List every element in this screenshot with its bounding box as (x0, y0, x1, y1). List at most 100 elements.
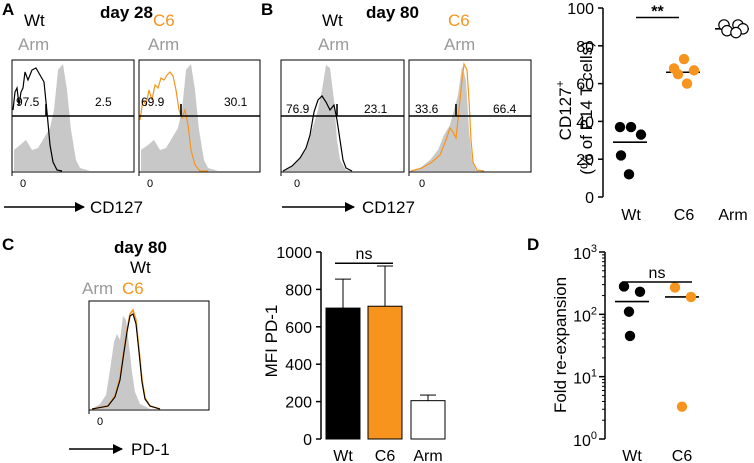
tick-base: 10 (573, 308, 591, 325)
x-category-label: Wt (622, 448, 642, 463)
y-axis-label: MFI PD-1 (262, 305, 281, 378)
panel-d: D (527, 235, 539, 254)
panel-b-arm-label-left: Arm (318, 35, 349, 54)
gate-value-low: 76.9 (286, 102, 310, 116)
panel-c-c6-label: C6 (122, 279, 144, 298)
y-tick-label: 600 (285, 320, 312, 337)
data-point-wt (618, 281, 630, 292)
data-point-wt (623, 306, 635, 317)
histogram-wt-curve (282, 95, 353, 172)
x-category-label: Wt (621, 207, 641, 224)
y-tick-label: 800 (285, 282, 312, 299)
significance: ** (636, 3, 679, 20)
panel-letter-d: D (527, 235, 539, 254)
data-points (613, 19, 749, 180)
y-tick-label: 0 (585, 190, 594, 207)
significance-label: ** (651, 3, 664, 20)
data-point-c6 (688, 65, 700, 76)
bar-c6 (367, 305, 403, 440)
panel-b-xlabel: CD127 (362, 198, 415, 217)
gate-value-low: 97.5 (16, 95, 40, 109)
histogram-c: 0 (88, 300, 210, 428)
gate-value-high: 23.1 (364, 102, 388, 116)
data-point-c6 (669, 282, 681, 293)
y-tick-label: 40 (576, 114, 594, 131)
tick-exponent: 3 (591, 243, 597, 255)
panel-a-wt-label: Wt (24, 11, 45, 30)
data-points (615, 281, 699, 412)
zero-label: 0 (97, 416, 103, 428)
zero-label: 0 (294, 178, 300, 190)
panel-a-day-title: day 28 (100, 3, 153, 22)
significance: ns (335, 246, 393, 264)
tick-base: 10 (573, 433, 591, 450)
panel-letter-a: A (2, 0, 14, 19)
y-tick-label: 400 (285, 357, 312, 374)
y-tick-label: 101 (573, 368, 597, 388)
gate-value-high: 2.5 (95, 95, 112, 109)
x-categories: Wt C6 (622, 448, 692, 463)
panel-letter-b: B (261, 0, 273, 19)
tick-exponent: 0 (591, 430, 597, 442)
panel-b-wt-label: Wt (322, 11, 343, 30)
x-category-label: Arm (718, 207, 747, 224)
y-label-superscript: + (553, 80, 567, 87)
data-point-wt (615, 150, 627, 161)
significance: ns (622, 265, 692, 283)
y-tick-label: 80 (576, 39, 594, 56)
y-tick-label: 20 (576, 152, 594, 169)
panel-a-c6-label: C6 (153, 11, 175, 30)
panel-a-xlabel: CD127 (90, 198, 143, 217)
panel-c-day-title: day 80 (114, 238, 167, 257)
x-categories: Wt C6 Arm (621, 207, 747, 224)
panel-b: B day 80 Wt Arm C6 Arm 76.9 23.1 0 33.6 … (261, 0, 532, 217)
panel-a-arm-label-right: Arm (148, 35, 179, 54)
tick-base: 10 (573, 371, 591, 388)
tick-base: 10 (573, 246, 591, 263)
data-point-c6 (676, 401, 688, 412)
bar-arm (410, 400, 446, 440)
x-category-label: C6 (674, 207, 695, 224)
significance-label: ns (356, 246, 373, 263)
y-tick-label: 103 (573, 243, 597, 263)
data-point-arm (730, 26, 742, 39)
histogram-arm-fill (411, 66, 482, 171)
x-category-label: C6 (375, 448, 396, 463)
panel-b-c6-label: C6 (448, 11, 470, 30)
panel-letter-c: C (2, 235, 14, 254)
y-tick-label: 60 (576, 77, 594, 94)
gate-value-high: 66.4 (493, 102, 517, 116)
gate-value-high: 30.1 (224, 95, 248, 109)
histogram-arm-fill (14, 64, 90, 171)
panel-c-arm-label: Arm (82, 279, 113, 298)
x-category-label: Arm (413, 448, 442, 463)
y-tick-label: 102 (573, 305, 597, 325)
y-tick-label: 0 (303, 432, 312, 449)
zero-label: 0 (147, 178, 153, 190)
zero-label: 0 (20, 178, 26, 190)
y-tick-label: 100 (567, 1, 594, 18)
panel-c: C day 80 Wt Arm C6 0 PD-1 (2, 235, 210, 459)
histogram-arm-fill (92, 316, 150, 409)
panel-b-day-title: day 80 (366, 3, 419, 22)
gate-value-low: 33.6 (415, 102, 439, 116)
bar-wt (325, 307, 361, 440)
tick-exponent: 2 (591, 305, 597, 317)
histogram-c6-curve (410, 61, 485, 172)
y-ticks: 0 20 40 60 80 100 (567, 1, 603, 207)
panel-a: A day 28 Wt Arm C6 Arm 97.5 2.5 0 69.9 3… (2, 0, 261, 217)
bars (325, 265, 446, 440)
y-label-line2: (% of P14 T cells) (577, 41, 596, 175)
y-tick-label: 1000 (276, 245, 312, 262)
histogram-arm-fill (283, 65, 354, 171)
histogram-wt-curve (12, 67, 63, 172)
y-ticks: 0 200 400 600 800 1000 (276, 245, 321, 449)
data-point-c6 (681, 78, 693, 89)
histogram-wt-curve (91, 313, 161, 410)
data-point-wt (624, 330, 636, 342)
histogram-arm-fill (141, 64, 218, 171)
